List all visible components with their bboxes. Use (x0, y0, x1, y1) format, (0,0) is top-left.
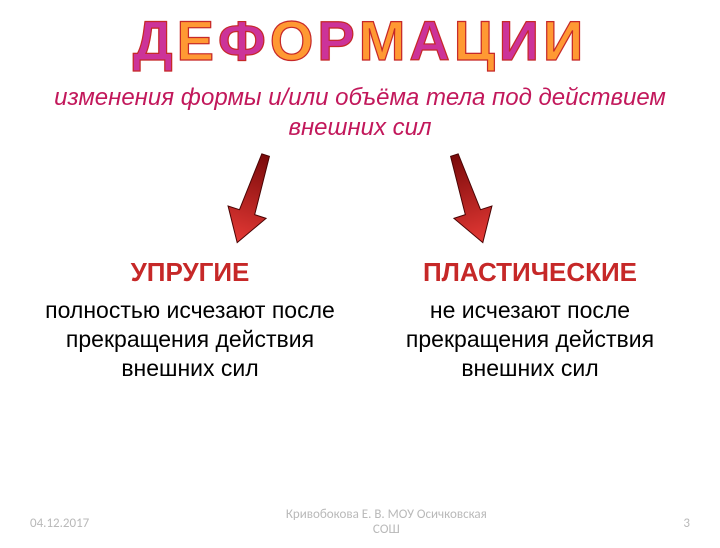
title-letter: И (499, 8, 543, 73)
footer-author-line1: Кривобокова Е. В. МОУ Осичковская (286, 507, 487, 522)
right-column-body: не исчезают после прекращения действия в… (380, 296, 679, 382)
title-letter: О (270, 8, 318, 73)
right-column: ПЛАСТИЧЕСКИЕ не исчезают после прекращен… (380, 257, 679, 382)
title-letter: М (359, 8, 410, 73)
footer-date: 04.12.2017 (30, 516, 89, 531)
subtitle: изменения формы и/или объёма тела под де… (0, 83, 720, 143)
title-letter: Ф (218, 8, 270, 73)
arrow-right (415, 147, 495, 257)
page-title: ДЕФОРМАЦИИ (0, 8, 720, 73)
footer-author-line2: СОШ (373, 522, 400, 537)
left-column-title: УПРУГИЕ (40, 257, 339, 288)
footer-page: 3 (683, 516, 690, 531)
title-letter: Ц (454, 8, 499, 73)
title-letter: И (543, 8, 587, 73)
title-letter: А (409, 8, 453, 73)
right-column-title: ПЛАСТИЧЕСКИЕ (380, 257, 679, 288)
left-column: УПРУГИЕ полностью исчезают после прекращ… (40, 257, 339, 382)
title-letter: Е (177, 8, 218, 73)
footer: 04.12.2017 Кривобокова Е. В. МОУ Осичков… (0, 508, 720, 538)
columns: УПРУГИЕ полностью исчезают после прекращ… (0, 257, 720, 382)
footer-author: Кривобокова Е. В. МОУ Осичковская СОШ (89, 508, 683, 538)
title-letter: Р (317, 8, 358, 73)
title-letter: Д (133, 8, 177, 73)
arrows-container (0, 147, 720, 257)
left-column-body: полностью исчезают после прекращения дей… (40, 296, 339, 382)
arrow-left (225, 147, 305, 257)
